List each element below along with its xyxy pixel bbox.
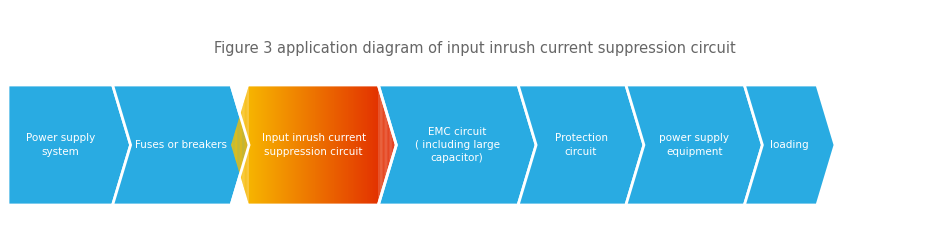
- Polygon shape: [518, 85, 644, 205]
- Text: Power supply
system: Power supply system: [26, 134, 95, 157]
- Polygon shape: [626, 85, 763, 205]
- Polygon shape: [745, 85, 835, 205]
- Polygon shape: [8, 85, 130, 205]
- Text: Fuses or breakers: Fuses or breakers: [135, 140, 227, 150]
- Text: loading: loading: [770, 140, 809, 150]
- Text: Input inrush current
suppression circuit: Input inrush current suppression circuit: [261, 134, 366, 157]
- Text: Figure 3 application diagram of input inrush current suppression circuit: Figure 3 application diagram of input in…: [214, 41, 736, 55]
- Polygon shape: [378, 85, 536, 205]
- Polygon shape: [113, 85, 249, 205]
- Text: Protection
circuit: Protection circuit: [555, 134, 607, 157]
- Text: EMC circuit
( including large
capacitor): EMC circuit ( including large capacitor): [415, 127, 500, 163]
- Text: power supply
equipment: power supply equipment: [659, 134, 730, 157]
